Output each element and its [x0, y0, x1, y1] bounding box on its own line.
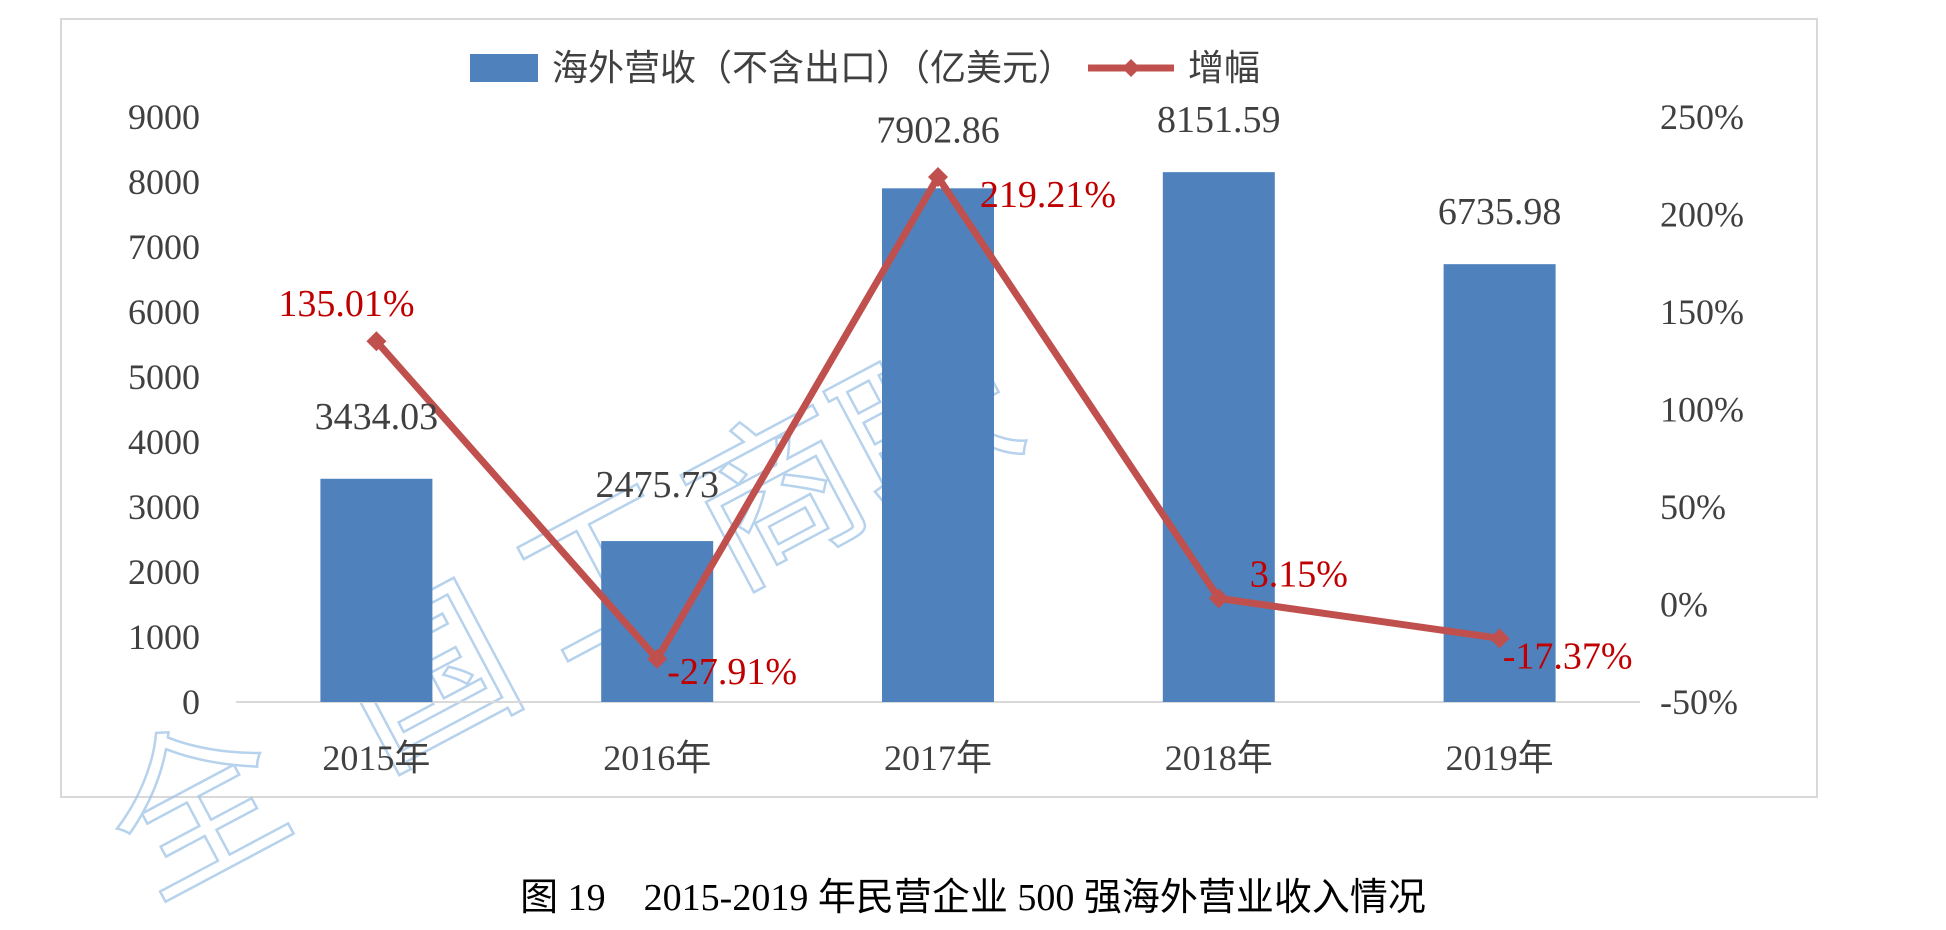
x-axis-tick-label: 2017年 — [884, 738, 992, 778]
bar-data-label: 3434.03 — [315, 396, 439, 438]
x-axis-tick-label: 2016年 — [603, 738, 711, 778]
legend: 海外营收（不含出口）（亿美元） 增幅 — [470, 48, 1260, 89]
growth-point — [366, 331, 387, 352]
legend-line-marker — [1122, 59, 1141, 77]
growth-data-label: -17.37% — [1503, 635, 1633, 677]
left-axis-tick-label: 6000 — [128, 292, 200, 332]
growth-data-label: 3.15% — [1250, 553, 1348, 595]
left-axis-tick-label: 0 — [182, 682, 200, 722]
bar-data-label: 6735.98 — [1438, 191, 1562, 233]
growth-point — [647, 648, 668, 669]
legend-bar-label: 海外营收（不含出口）（亿美元） — [552, 48, 1074, 89]
bar-data-label: 8151.59 — [1157, 99, 1281, 141]
growth-data-label: 135.01% — [278, 283, 414, 325]
figure-caption: 图 19 2015-2019 年民营企业 500 强海外营业收入情况 — [520, 877, 1426, 919]
right-axis-tick-label: 200% — [1660, 195, 1744, 235]
growth-point — [1208, 588, 1229, 609]
bar-data-label: 7902.86 — [876, 109, 1000, 151]
left-axis-tick-label: 5000 — [128, 357, 200, 397]
growth-data-label: 219.21% — [980, 174, 1116, 216]
left-axis-tick-label: 4000 — [128, 422, 200, 462]
data-labels: 3434.03 2475.73 7902.86 8151.59 6735.98 135.0… — [278, 99, 1632, 693]
bar-data-label: 2475.73 — [595, 464, 719, 506]
growth-point — [928, 167, 948, 188]
right-axis-tick-label: 50% — [1660, 487, 1726, 527]
left-axis-tick-label: 8000 — [128, 162, 200, 202]
right-axis-tick-label: 100% — [1660, 390, 1744, 430]
left-axis-tick-label: 7000 — [128, 227, 200, 267]
left-axis-tick-label: 2000 — [128, 552, 200, 592]
legend-line-label: 增幅 — [1188, 48, 1260, 89]
bar-series — [320, 172, 1556, 703]
left-axis-tick-label: 3000 — [128, 487, 200, 527]
axes: 0 1000 2000 3000 4000 5000 6000 7000 8000 9000 -50… — [128, 97, 1744, 778]
line-series — [366, 167, 1510, 669]
left-axis-tick-label: 9000 — [128, 97, 200, 137]
right-axis-tick-label: 0% — [1660, 585, 1708, 625]
growth-point — [1489, 628, 1510, 649]
bar — [1162, 172, 1275, 702]
x-axis-tick-label: 2018年 — [1165, 738, 1273, 778]
legend-bar-swatch — [470, 54, 538, 82]
left-axis-tick-label: 1000 — [128, 617, 200, 657]
bar — [882, 188, 994, 703]
growth-data-label: -27.91% — [667, 651, 797, 693]
x-axis-tick-label: 2015年 — [322, 738, 430, 778]
x-axis-tick-label: 2019年 — [1446, 738, 1554, 778]
right-axis-tick-label: -50% — [1660, 682, 1738, 722]
bar — [320, 478, 433, 702]
right-axis-tick-label: 150% — [1660, 292, 1744, 332]
right-axis-tick-label: 250% — [1660, 97, 1744, 137]
